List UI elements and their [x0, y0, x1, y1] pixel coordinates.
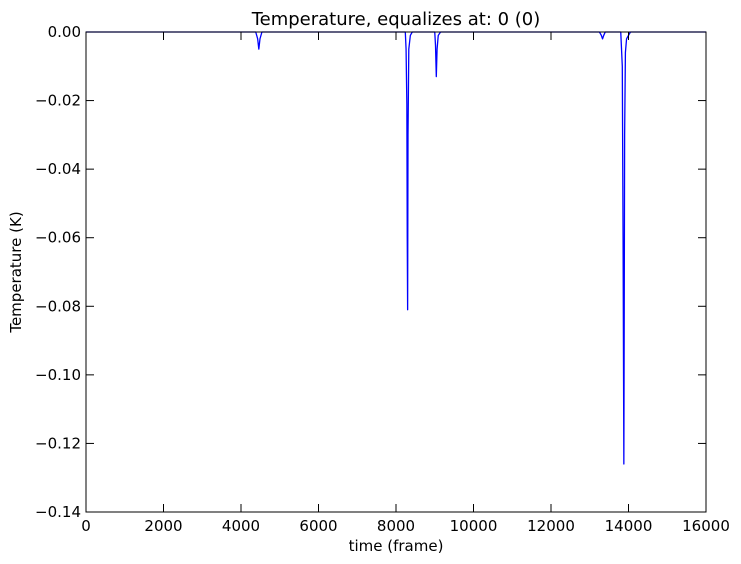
x-axis-label: time (frame) [349, 537, 444, 555]
series-group [86, 31, 706, 465]
y-tick-label: 0.00 [48, 23, 81, 41]
plot-area: 0 2000 4000 6000 8000 10000 12000 14000 16000 0.0… [35, 23, 730, 535]
y-tick-label: −0.14 [35, 503, 81, 521]
x-tick-label: 6000 [299, 517, 337, 535]
x-tick-label: 10000 [450, 517, 498, 535]
plot-frame [85, 31, 707, 513]
y-tick-label: −0.06 [35, 229, 81, 247]
chart-title: Temperature, equalizes at: 0 (0) [251, 9, 541, 30]
x-tick-label: 2000 [144, 517, 182, 535]
y-tick-label: −0.08 [35, 297, 81, 315]
y-tick-label: −0.10 [35, 366, 81, 384]
y-axis-label: Temperature (K) [7, 211, 25, 333]
x-tick-label: 14000 [605, 517, 653, 535]
x-tick-label: 0 [81, 517, 91, 535]
x-tick-label: 8000 [377, 517, 415, 535]
x-tick-label: 12000 [527, 517, 575, 535]
x-tick-label: 16000 [682, 517, 730, 535]
y-tick-label: −0.12 [35, 434, 81, 452]
series-line-0 [86, 31, 706, 465]
y-tick-label: −0.02 [35, 92, 81, 110]
y-tick-label: −0.04 [35, 160, 81, 178]
x-tick-label: 4000 [222, 517, 260, 535]
ticks-group: 0 2000 4000 6000 8000 10000 12000 14000 16000 0.0… [35, 23, 730, 535]
